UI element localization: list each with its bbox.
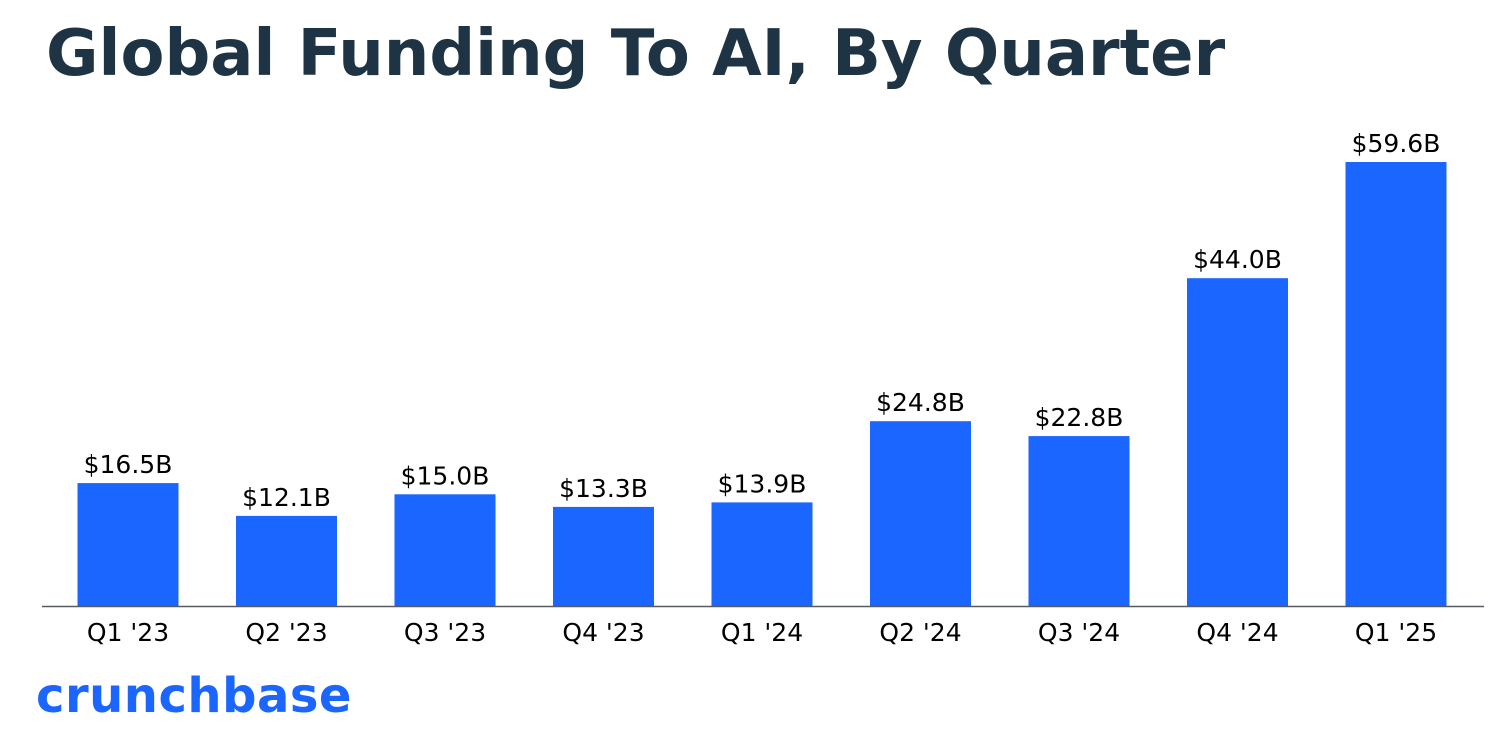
bar-q2-24 (870, 421, 971, 606)
bar-q4-24 (1187, 278, 1288, 606)
value-label-q1-25: $59.6B (1352, 129, 1441, 158)
bars-group (77, 162, 1447, 606)
chart-title: Global Funding To AI, By Quarter (46, 17, 1226, 91)
x-tick-q1-23: Q1 '23 (87, 618, 169, 647)
value-label-q2-24: $24.8B (876, 388, 965, 417)
x-tick-labels-group: Q1 '23 Q2 '23 Q3 '23 Q4 '23 Q1 '24 Q2 '24 Q3 '… (87, 618, 1437, 647)
x-tick-q1-24: Q1 '24 (721, 618, 803, 647)
value-label-q3-23: $15.0B (401, 461, 490, 490)
x-tick-q1-25: Q1 '25 (1355, 618, 1437, 647)
value-label-q3-24: $22.8B (1035, 403, 1124, 432)
value-label-q1-23: $16.5B (84, 450, 173, 479)
crunchbase-logo: crunchbase (36, 668, 352, 724)
bar-q3-24 (1028, 436, 1130, 606)
x-tick-q3-23: Q3 '23 (404, 618, 486, 647)
value-labels-group: $16.5B $12.1B $15.0B $13.3B $13.9B $24.8B $22.… (84, 129, 1441, 512)
bar-q2-23 (236, 515, 337, 606)
bar-q3-23 (394, 494, 496, 606)
value-label-q2-23: $12.1B (242, 483, 331, 512)
x-tick-q2-23: Q2 '23 (245, 618, 327, 647)
value-label-q4-24: $44.0B (1193, 245, 1282, 274)
bar-q1-24 (711, 502, 813, 606)
bar-q1-25 (1345, 162, 1447, 606)
value-label-q4-23: $13.3B (559, 474, 648, 503)
bar-q4-23 (553, 506, 654, 606)
x-tick-q4-24: Q4 '24 (1196, 618, 1278, 647)
value-label-q1-24: $13.9B (718, 469, 807, 498)
bar-q1-23 (77, 483, 179, 606)
x-tick-q3-24: Q3 '24 (1038, 618, 1120, 647)
x-tick-q4-23: Q4 '23 (562, 618, 644, 647)
x-tick-q2-24: Q2 '24 (879, 618, 961, 647)
